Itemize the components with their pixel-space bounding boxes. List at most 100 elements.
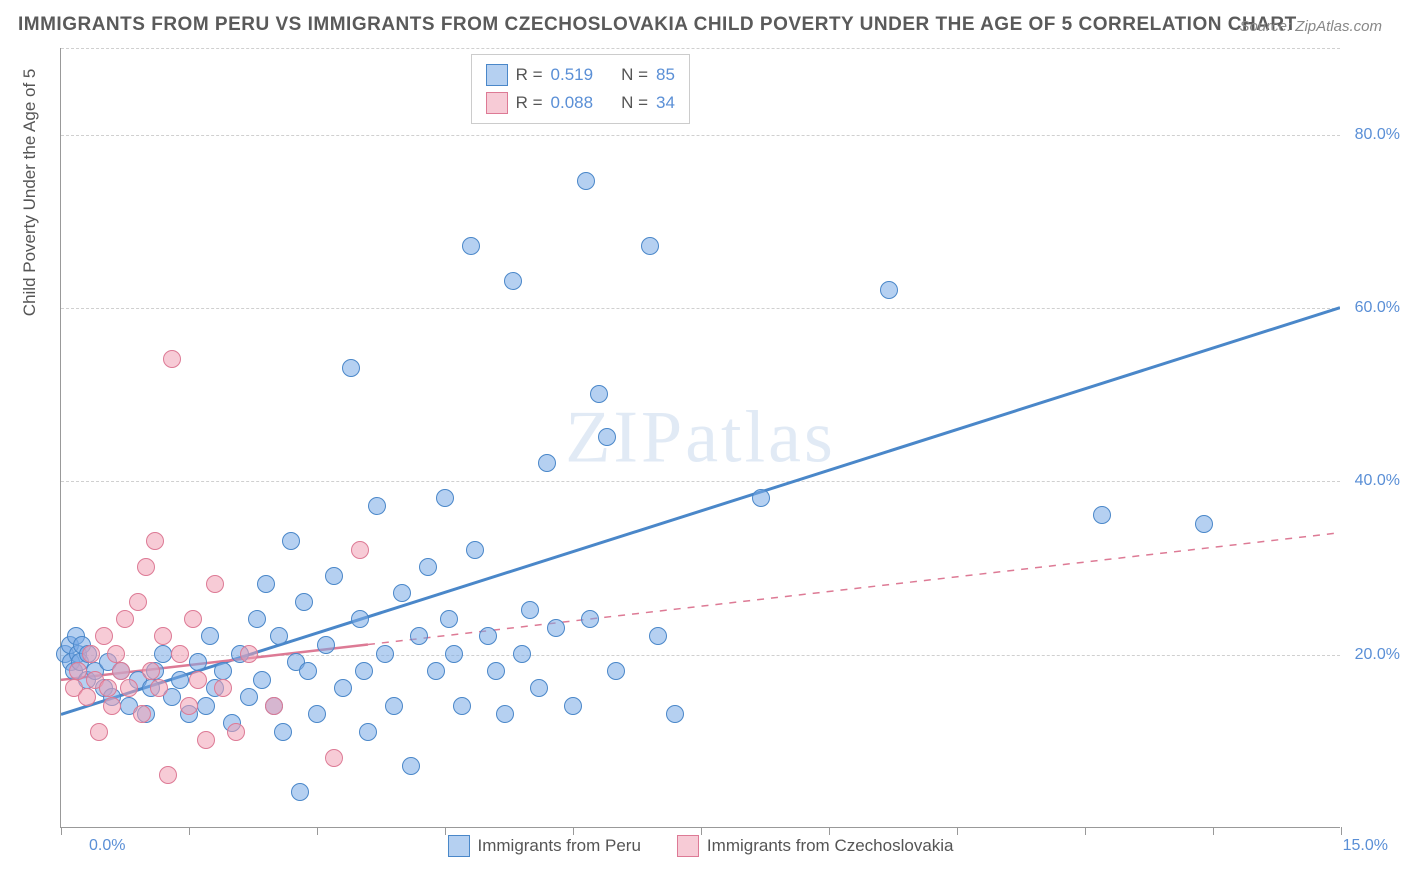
x-tick [445,827,446,835]
y-tick-label: 40.0% [1355,472,1400,490]
scatter-point [359,723,377,741]
x-tick [1213,827,1214,835]
y-tick-label: 80.0% [1355,126,1400,144]
scatter-point [376,645,394,663]
scatter-point [95,627,113,645]
scatter-point [496,705,514,723]
scatter-point [129,593,147,611]
legend-item-series2: Immigrants from Czechoslovakia [677,835,954,857]
scatter-point [487,662,505,680]
scatter-point [440,610,458,628]
legend-n-value-1: 85 [656,61,675,89]
scatter-point [880,281,898,299]
scatter-point [146,532,164,550]
scatter-point [453,697,471,715]
legend-item-series1: Immigrants from Peru [447,835,640,857]
scatter-point [253,671,271,689]
scatter-point [214,662,232,680]
y-axis-title: Child Poverty Under the Age of 5 [20,69,40,317]
scatter-point [171,671,189,689]
scatter-point [419,558,437,576]
scatter-point [159,766,177,784]
scatter-point [607,662,625,680]
scatter-point [351,610,369,628]
chart-title: IMMIGRANTS FROM PERU VS IMMIGRANTS FROM … [18,14,1297,36]
swatch-series2-bottom [677,835,699,857]
scatter-point [752,489,770,507]
scatter-point [78,688,96,706]
scatter-point [197,731,215,749]
scatter-point [282,532,300,550]
correlation-legend: R = 0.519 N = 85 R = 0.088 N = 34 [471,54,690,124]
scatter-point [325,749,343,767]
scatter-point [385,697,403,715]
scatter-point [577,172,595,190]
scatter-point [666,705,684,723]
scatter-point [69,662,87,680]
scatter-point [248,610,266,628]
scatter-point [342,359,360,377]
scatter-point [649,627,667,645]
x-tick [317,827,318,835]
scatter-point [299,662,317,680]
scatter-point [530,679,548,697]
legend-n-label: N = [621,61,648,89]
scatter-point [295,593,313,611]
scatter-point [270,627,288,645]
scatter-point [90,723,108,741]
scatter-point [351,541,369,559]
series1-name: Immigrants from Peru [477,836,640,856]
scatter-point [393,584,411,602]
x-tick [573,827,574,835]
scatter-point [547,619,565,637]
scatter-point [180,697,198,715]
scatter-point [142,662,160,680]
x-tick [189,827,190,835]
scatter-point [479,627,497,645]
scatter-point [462,237,480,255]
scatter-point [197,697,215,715]
scatter-point [504,272,522,290]
scatter-point [227,723,245,741]
x-tick [829,827,830,835]
scatter-point [590,385,608,403]
gridline [61,48,1340,49]
scatter-point [154,627,172,645]
scatter-point [291,783,309,801]
scatter-point [112,662,130,680]
y-tick-label: 20.0% [1355,646,1400,664]
legend-r-value-2: 0.088 [551,89,594,117]
scatter-point [436,489,454,507]
scatter-point [641,237,659,255]
plot-area: ZIPatlas 20.0%40.0%60.0%80.0% 0.0% 15.0%… [60,48,1340,828]
scatter-point [334,679,352,697]
scatter-point [521,601,539,619]
x-axis-min-label: 0.0% [89,837,125,855]
swatch-series1 [486,64,508,86]
scatter-point [184,610,202,628]
legend-n-label: N = [621,89,648,117]
scatter-point [410,627,428,645]
scatter-point [427,662,445,680]
scatter-point [240,645,258,663]
gridline [61,308,1340,309]
scatter-point [189,671,207,689]
scatter-point [201,627,219,645]
scatter-point [1093,506,1111,524]
scatter-point [538,454,556,472]
scatter-point [325,567,343,585]
scatter-point [214,679,232,697]
scatter-point [133,705,151,723]
x-tick [1341,827,1342,835]
x-tick [1085,827,1086,835]
scatter-point [308,705,326,723]
scatter-point [99,679,117,697]
scatter-point [137,558,155,576]
gridline [61,135,1340,136]
swatch-series1-bottom [447,835,469,857]
scatter-point [240,688,258,706]
scatter-point [581,610,599,628]
legend-r-label: R = [516,61,543,89]
scatter-point [154,645,172,663]
scatter-point [317,636,335,654]
